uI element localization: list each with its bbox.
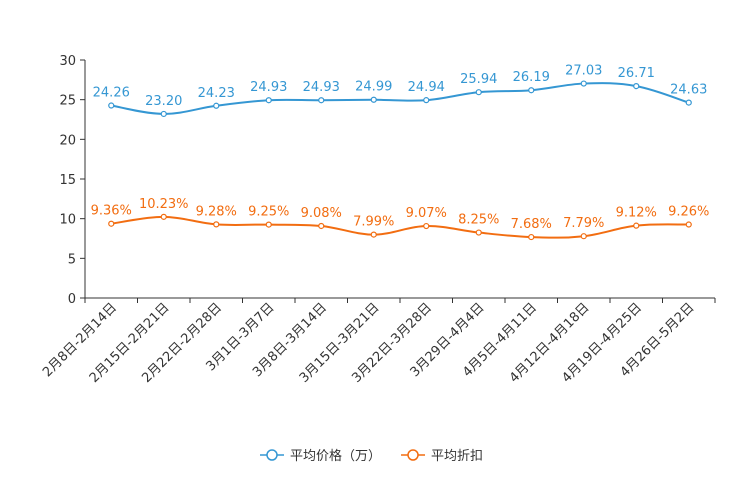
legend-marker-icon [266, 449, 278, 461]
data-point[interactable] [265, 221, 272, 228]
y-tick-label: 30 [59, 54, 76, 69]
data-point[interactable] [160, 110, 167, 118]
legend-item-0[interactable]: 平均价格（万） [260, 448, 381, 464]
y-tick-label: 20 [59, 133, 76, 148]
data-point[interactable] [685, 99, 692, 106]
data-label: 25.94 [460, 72, 497, 87]
legend[interactable]: 平均价格（万） 平均折扣 [260, 448, 483, 464]
data-label: 10.23% [139, 197, 189, 212]
data-point[interactable] [633, 83, 640, 90]
series-line-1 [111, 215, 689, 239]
data-point[interactable] [318, 97, 325, 104]
data-point[interactable] [423, 97, 430, 104]
y-tick-label: 0 [68, 292, 76, 307]
data-label: 26.71 [618, 66, 655, 81]
data-label: 8.25% [458, 213, 499, 228]
data-point[interactable] [475, 229, 482, 236]
y-tick-label: 10 [59, 213, 76, 228]
data-point[interactable] [108, 102, 115, 109]
data-label: 27.03 [565, 64, 602, 79]
data-point[interactable] [370, 231, 377, 238]
data-point[interactable] [213, 221, 220, 228]
series-line-0 [111, 82, 690, 115]
data-label: 9.25% [248, 205, 289, 220]
data-point[interactable] [318, 222, 325, 230]
data-point[interactable] [423, 222, 430, 230]
data-label: 24.93 [250, 80, 287, 95]
data-point[interactable] [528, 233, 535, 241]
data-label: 7.99% [353, 215, 394, 230]
data-point[interactable] [475, 89, 482, 96]
series-0: 24.26 23.20 24.23 24.93 24.93 24.99 24.94 25.94… [93, 64, 707, 118]
data-point[interactable] [160, 213, 167, 220]
legend-item-1[interactable]: 平均折扣 [401, 449, 483, 464]
data-label: 9.28% [196, 204, 237, 219]
legend-label: 平均折扣 [431, 449, 483, 464]
data-label: 9.12% [616, 206, 657, 221]
data-label: 9.07% [406, 206, 447, 221]
legend-marker-icon [407, 449, 419, 461]
data-label: 24.23 [198, 86, 235, 101]
data-label: 9.36% [91, 204, 132, 219]
data-label: 9.26% [668, 205, 709, 220]
data-point[interactable] [370, 96, 377, 103]
data-label: 23.20 [145, 94, 182, 109]
data-label: 24.93 [303, 80, 340, 95]
data-point[interactable] [580, 233, 587, 240]
legend-label: 平均价格（万） [290, 448, 381, 464]
data-point[interactable] [265, 97, 272, 104]
series-layer: 24.26 23.20 24.23 24.93 24.93 24.99 24.94 25.94… [91, 64, 709, 241]
data-label: 7.79% [563, 216, 604, 231]
data-point[interactable] [685, 221, 692, 228]
y-tick-label: 15 [59, 173, 76, 188]
y-tick-label: 5 [68, 252, 76, 267]
data-label: 7.68% [511, 217, 552, 232]
y-tick-label: 25 [59, 94, 76, 109]
data-point[interactable] [633, 222, 640, 229]
series-1: 9.36% 10.23% 9.28% 9.25% 9.08% 7.99% 9.07% 8.25… [91, 197, 709, 241]
data-label: 24.63 [670, 83, 707, 98]
data-label: 26.19 [513, 70, 550, 85]
data-point[interactable] [213, 102, 220, 109]
data-label: 24.99 [355, 80, 392, 95]
data-point[interactable] [108, 220, 115, 227]
data-point[interactable] [580, 80, 587, 87]
data-label: 24.94 [408, 80, 445, 95]
data-point[interactable] [528, 87, 535, 94]
data-label: 9.08% [301, 206, 342, 221]
data-label: 24.26 [93, 86, 130, 101]
